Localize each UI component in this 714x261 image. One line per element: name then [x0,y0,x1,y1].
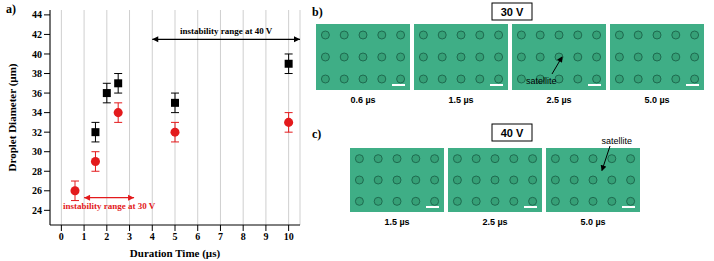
svg-text:24: 24 [32,205,42,216]
svg-text:5: 5 [173,231,178,242]
svg-text:2.5 µs: 2.5 µs [482,217,507,227]
svg-text:7: 7 [218,231,223,242]
svg-text:instability range at 40 V: instability range at 40 V [180,26,273,36]
svg-text:42: 42 [32,29,42,40]
svg-text:44: 44 [32,9,42,20]
svg-text:3: 3 [127,231,132,242]
svg-text:2: 2 [104,231,109,242]
svg-text:Droplet Diameter (µm): Droplet Diameter (µm) [6,63,19,171]
svg-text:0: 0 [59,231,64,242]
svg-text:32: 32 [32,127,42,138]
svg-text:6: 6 [195,231,200,242]
svg-text:8: 8 [241,231,246,242]
svg-text:c): c) [312,127,321,141]
svg-text:4: 4 [150,231,155,242]
svg-text:36: 36 [32,88,42,99]
svg-text:1.5 µs: 1.5 µs [448,95,473,105]
svg-text:5.0 µs: 5.0 µs [580,217,605,227]
svg-text:b): b) [312,5,323,19]
svg-text:0.6 µs: 0.6 µs [350,95,375,105]
svg-text:30: 30 [32,146,42,157]
svg-text:34: 34 [32,107,42,118]
svg-text:30 V: 30 V [501,6,524,18]
svg-text:satellite: satellite [526,76,557,86]
svg-text:Duration Time (µs): Duration Time (µs) [130,247,221,260]
svg-text:instability range at 30 V: instability range at 30 V [63,201,156,211]
svg-text:10: 10 [284,231,294,242]
svg-text:5.0 µs: 5.0 µs [644,95,669,105]
svg-text:38: 38 [32,68,42,79]
html-text:a): a) [6,2,16,16]
svg-text:40: 40 [32,49,42,60]
svg-text:satellite: satellite [601,136,632,146]
svg-text:1.5 µs: 1.5 µs [384,217,409,227]
svg-text:40 V: 40 V [501,127,524,139]
svg-text:1: 1 [82,231,87,242]
svg-text:9: 9 [263,231,268,242]
svg-text:28: 28 [32,166,42,177]
svg-text:2.5 µs: 2.5 µs [546,95,571,105]
svg-text:26: 26 [32,185,42,196]
